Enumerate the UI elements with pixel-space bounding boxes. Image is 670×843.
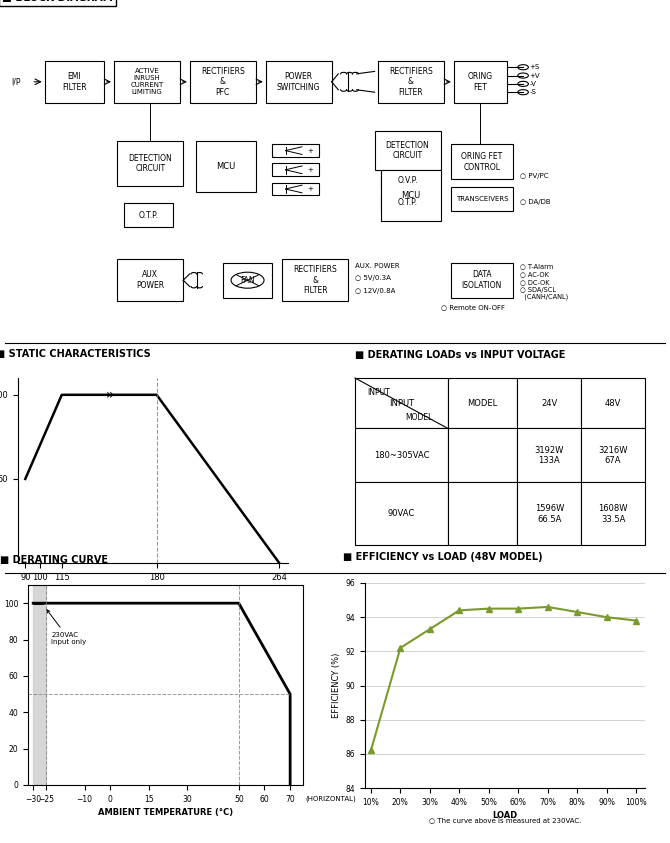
Text: »: » xyxy=(106,585,114,599)
Bar xyxy=(378,61,444,103)
Text: POWER
SWITCHING: POWER SWITCHING xyxy=(277,72,320,92)
Text: 3192W
133A: 3192W 133A xyxy=(535,446,564,465)
Bar xyxy=(581,482,645,545)
Text: ○ T-Alarm: ○ T-Alarm xyxy=(520,263,553,269)
Bar xyxy=(124,203,174,228)
Bar xyxy=(375,132,441,169)
Text: -S: -S xyxy=(530,89,537,95)
Bar xyxy=(517,482,581,545)
Text: RECTIFIERS
&
FILTER: RECTIFIERS & FILTER xyxy=(293,266,337,295)
Bar xyxy=(448,378,517,428)
Bar xyxy=(517,428,581,482)
Bar xyxy=(581,378,645,428)
Text: RECTIFIERS
&
FILTER: RECTIFIERS & FILTER xyxy=(389,67,433,97)
Text: »: » xyxy=(106,388,114,402)
Text: +V: +V xyxy=(530,72,540,78)
Bar xyxy=(272,144,318,157)
Text: AUX
POWER: AUX POWER xyxy=(136,271,164,290)
Text: AUX. POWER: AUX. POWER xyxy=(355,263,399,269)
Text: O.V.P.: O.V.P. xyxy=(397,175,418,185)
Bar xyxy=(272,183,318,196)
Text: 230VAC
Input only: 230VAC Input only xyxy=(47,609,86,645)
Text: EMI
FILTER: EMI FILTER xyxy=(62,72,86,92)
Text: ■ DERATING LOADs vs INPUT VOLTAGE: ■ DERATING LOADs vs INPUT VOLTAGE xyxy=(355,350,565,360)
Text: ○ Remote ON-OFF: ○ Remote ON-OFF xyxy=(441,304,505,310)
Text: 1608W
33.5A: 1608W 33.5A xyxy=(598,504,628,524)
Bar xyxy=(190,61,256,103)
Text: I/P: I/P xyxy=(11,78,21,86)
Text: MODEL: MODEL xyxy=(405,413,433,422)
Bar xyxy=(117,260,183,301)
X-axis label: INPUT VOLTAGE (VAC) 60Hz: INPUT VOLTAGE (VAC) 60Hz xyxy=(88,586,217,595)
Text: TRANSCEIVERS: TRANSCEIVERS xyxy=(456,196,508,202)
Bar xyxy=(355,378,448,428)
Text: MODEL: MODEL xyxy=(468,399,498,408)
Text: RECTIFIERS
&
PFC: RECTIFIERS & PFC xyxy=(201,67,245,97)
Bar xyxy=(517,378,581,428)
Text: ○ 12V/0.8A: ○ 12V/0.8A xyxy=(355,287,395,293)
Bar xyxy=(381,194,434,212)
Bar xyxy=(114,61,180,103)
Bar xyxy=(581,428,645,482)
Bar xyxy=(196,141,256,192)
Bar xyxy=(355,428,448,482)
Bar xyxy=(272,164,318,176)
Text: MCU: MCU xyxy=(216,162,236,171)
Text: +: + xyxy=(307,148,313,153)
Text: INPUT: INPUT xyxy=(389,399,414,408)
Text: DATA
ISOLATION: DATA ISOLATION xyxy=(462,271,502,290)
Text: ○ AC-OK: ○ AC-OK xyxy=(520,271,549,277)
Y-axis label: EFFICIENCY (%): EFFICIENCY (%) xyxy=(332,652,341,718)
Bar xyxy=(448,428,517,482)
X-axis label: AMBIENT TEMPERATURE (°C): AMBIENT TEMPERATURE (°C) xyxy=(98,808,233,817)
Bar xyxy=(266,61,332,103)
X-axis label: LOAD: LOAD xyxy=(492,811,518,820)
Text: (HORIZONTAL): (HORIZONTAL) xyxy=(306,795,356,802)
Text: +: + xyxy=(307,186,313,192)
Text: O.T.P.: O.T.P. xyxy=(139,211,159,220)
Text: 90VAC: 90VAC xyxy=(388,509,415,518)
Text: ■ BLOCK DIAGRAM: ■ BLOCK DIAGRAM xyxy=(2,0,113,3)
Text: ORING
FET: ORING FET xyxy=(468,72,492,92)
Text: ACTIVE
INRUSH
CURRENT
LIMITING: ACTIVE INRUSH CURRENT LIMITING xyxy=(130,68,163,95)
Bar xyxy=(117,141,183,185)
Text: ○ DA/DB: ○ DA/DB xyxy=(520,199,551,205)
Text: DETECTION
CIRCUIT: DETECTION CIRCUIT xyxy=(129,153,172,173)
Bar xyxy=(450,144,513,180)
Text: 48V: 48V xyxy=(605,399,621,408)
Text: ○ PV/PC: ○ PV/PC xyxy=(520,173,548,180)
Text: 24V: 24V xyxy=(541,399,557,408)
Bar xyxy=(45,61,104,103)
Text: +S: +S xyxy=(530,64,540,70)
Bar xyxy=(355,482,448,545)
Text: FAN: FAN xyxy=(241,276,255,285)
Text: ■ DERATING CURVE: ■ DERATING CURVE xyxy=(1,555,109,565)
Text: O.T.P.: O.T.P. xyxy=(397,198,417,207)
Text: DETECTION
CIRCUIT: DETECTION CIRCUIT xyxy=(386,141,429,160)
Bar xyxy=(282,260,348,301)
Bar xyxy=(448,482,517,545)
Text: +: + xyxy=(307,167,313,173)
Text: ■ STATIC CHARACTERISTICS: ■ STATIC CHARACTERISTICS xyxy=(0,350,151,359)
Bar xyxy=(381,169,441,221)
Bar xyxy=(223,263,272,298)
Text: MCU: MCU xyxy=(401,191,421,200)
Text: ORING FET
CONTROL: ORING FET CONTROL xyxy=(461,152,502,171)
Text: 3216W
67A: 3216W 67A xyxy=(598,446,628,465)
Text: ○ SDA/SCL
  (CANH/CANL): ○ SDA/SCL (CANH/CANL) xyxy=(520,287,568,300)
Text: ■ EFFICIENCY vs LOAD (48V MODEL): ■ EFFICIENCY vs LOAD (48V MODEL) xyxy=(342,552,542,562)
Bar xyxy=(450,263,513,298)
Text: ○ The curve above is measured at 230VAC.: ○ The curve above is measured at 230VAC. xyxy=(429,817,581,823)
Bar xyxy=(381,171,434,189)
Bar xyxy=(454,61,507,103)
Text: 180~305VAC: 180~305VAC xyxy=(374,451,429,460)
Text: INPUT: INPUT xyxy=(367,388,389,397)
Text: ○ DC-OK: ○ DC-OK xyxy=(520,278,549,285)
Bar xyxy=(450,187,513,212)
Text: -V: -V xyxy=(530,81,537,87)
Text: 1596W
66.5A: 1596W 66.5A xyxy=(535,504,564,524)
Text: ○ 5V/0.3A: ○ 5V/0.3A xyxy=(355,275,391,281)
